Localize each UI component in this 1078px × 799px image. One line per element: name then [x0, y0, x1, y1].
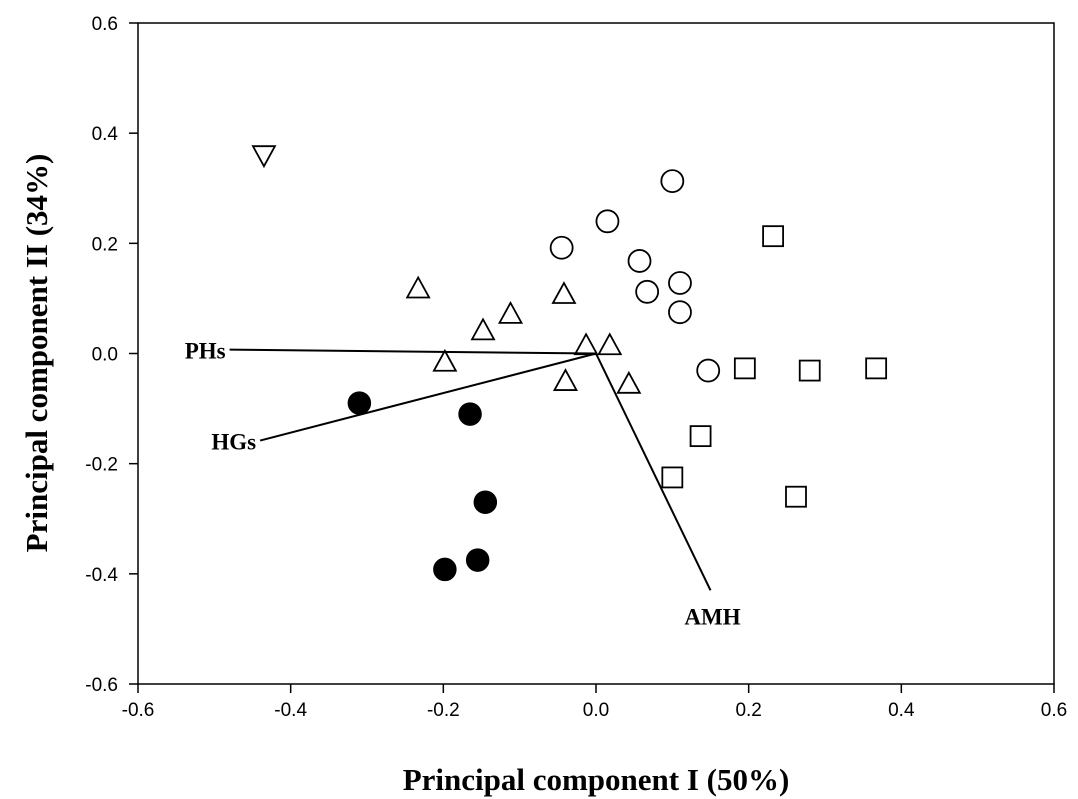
vector-line-phs — [229, 348, 597, 355]
point-open-triangle-up — [432, 348, 458, 372]
point-open-circle — [627, 249, 652, 273]
point-open-square — [661, 466, 684, 489]
x-tick-label: -0.4 — [274, 700, 307, 721]
point-open-circle — [668, 271, 692, 295]
point-filled-circle — [433, 557, 457, 582]
x-tick-label: -0.2 — [427, 700, 460, 721]
y-tick-label: -0.2 — [85, 455, 118, 476]
point-open-square — [733, 357, 756, 380]
point-open-triangle-up — [573, 332, 599, 356]
point-open-square — [785, 485, 807, 508]
vector-line-amh — [595, 353, 712, 591]
vector-label-phs: PHs — [185, 339, 226, 364]
point-open-triangle-up — [551, 281, 577, 304]
point-filled-circle — [458, 402, 482, 426]
x-tick-label: 0.0 — [583, 700, 609, 721]
point-filled-circle — [465, 548, 490, 572]
score-points — [251, 145, 888, 582]
point-open-triangle-up — [597, 332, 623, 356]
y-tick-label: 0.2 — [92, 234, 118, 255]
point-open-circle — [696, 358, 721, 383]
point-open-triangle-up — [470, 317, 496, 341]
point-open-triangle-down — [251, 145, 277, 169]
x-tick-label: 0.2 — [735, 700, 761, 721]
vector-label-amh: AMH — [684, 604, 740, 629]
point-open-circle — [549, 235, 574, 260]
point-open-circle — [595, 209, 620, 234]
vector-label-hgs: HGs — [211, 430, 256, 455]
point-open-square — [865, 357, 888, 380]
y-axis-title: Principal component II (34%) — [19, 154, 54, 553]
x-tick-label: -0.6 — [122, 700, 155, 721]
y-axis-ticks: -0.6 -0.4 -0.2 0.0 0.2 0.4 0.6 — [85, 14, 138, 696]
x-axis-title: Principal component I (50%) — [403, 762, 790, 797]
point-open-triangle-up — [552, 368, 578, 391]
point-open-square — [689, 425, 712, 448]
y-tick-label: 0.4 — [92, 124, 119, 145]
point-filled-circle — [473, 490, 498, 514]
point-open-square — [762, 225, 784, 248]
vector-line-hgs — [259, 352, 597, 442]
point-open-triangle-up — [405, 275, 431, 299]
point-filled-circle — [347, 391, 372, 415]
y-tick-label: -0.6 — [85, 675, 118, 696]
y-tick-label: 0.0 — [92, 345, 118, 366]
point-open-square — [798, 359, 821, 382]
x-tick-label: 0.6 — [1041, 700, 1067, 721]
point-open-circle — [635, 279, 660, 304]
point-open-triangle-up — [497, 300, 524, 324]
loading-vectors: PHs HGs AMH — [185, 339, 741, 630]
x-tick-label: 0.4 — [888, 700, 915, 721]
point-open-circle — [660, 169, 685, 193]
x-axis-ticks: -0.6 -0.4 -0.2 0.0 0.2 0.4 0.6 — [122, 684, 1067, 721]
y-tick-label: -0.4 — [85, 565, 118, 586]
point-open-circle — [668, 300, 692, 325]
point-open-triangle-up — [616, 370, 642, 394]
y-tick-label: 0.6 — [92, 14, 118, 35]
